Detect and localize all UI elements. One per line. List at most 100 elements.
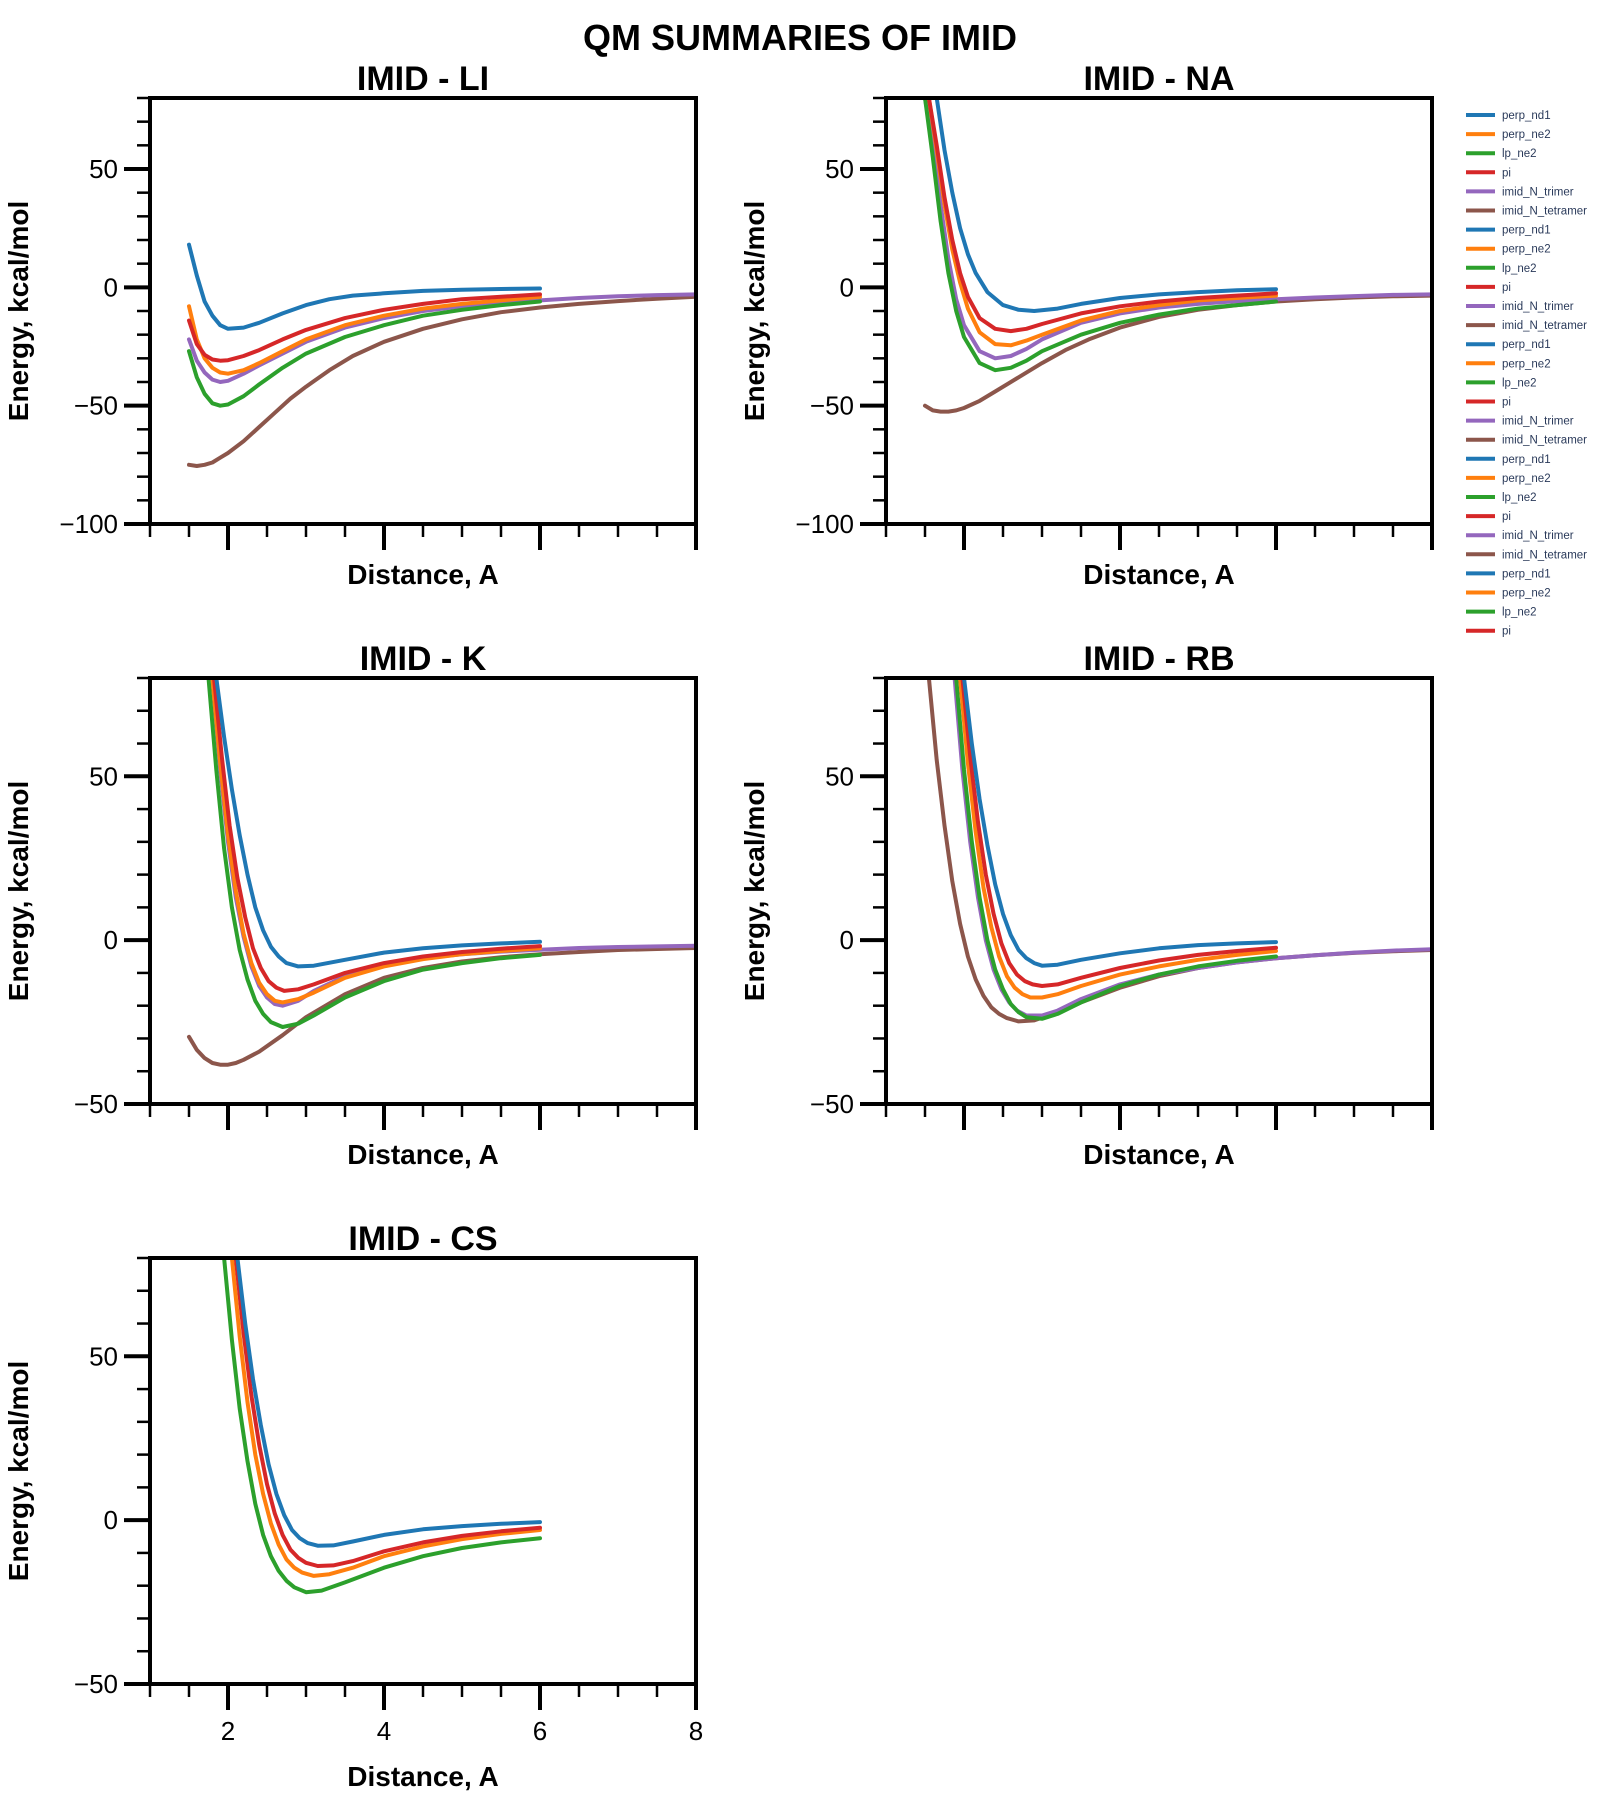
series-lines xyxy=(222,1258,542,1595)
y-axis-ticks: −50 0 50 xyxy=(74,1256,150,1699)
series-line-pi xyxy=(212,678,542,993)
legend-entry: lp_ne2 xyxy=(1466,377,1537,389)
legend-entry: perp_nd1 xyxy=(1466,568,1551,580)
series-line-pi xyxy=(960,678,1278,988)
series-line-perp_nd1 xyxy=(187,242,542,331)
legend-label: pi xyxy=(1502,282,1511,294)
legend-entry: pi xyxy=(1466,626,1511,638)
legend-entry: perp_ne2 xyxy=(1466,473,1551,485)
legend-label: perp_ne2 xyxy=(1502,473,1551,485)
legend-entry: imid_N_trimer xyxy=(1466,530,1574,542)
legend: perp_nd1perp_ne2lp_ne2piimid_N_trimerimi… xyxy=(1466,110,1587,638)
series-line-perp_nd1 xyxy=(214,678,542,969)
series-line-pi xyxy=(926,98,1278,334)
legend-entry: perp_nd1 xyxy=(1466,339,1551,351)
legend-label: imid_N_trimer xyxy=(1502,301,1574,313)
legend-entry: pi xyxy=(1466,282,1511,294)
legend-entry: perp_nd1 xyxy=(1466,454,1551,466)
legend-entry: pi xyxy=(1466,167,1511,179)
legend-label: lp_ne2 xyxy=(1502,263,1537,275)
y-tick-label: −50 xyxy=(74,1669,118,1699)
legend-label: perp_ne2 xyxy=(1502,358,1551,370)
x-axis-ticks xyxy=(884,524,1434,550)
y-tick-label: 50 xyxy=(825,154,854,184)
x-axis-ticks: 2 4 6 8 xyxy=(148,1684,703,1746)
y-axis-ticks: −50 0 50 xyxy=(74,676,150,1119)
y-axis-label: Energy, kcal/mol xyxy=(739,781,770,1001)
legend-entry: imid_N_tetramer xyxy=(1466,549,1587,561)
series-lines xyxy=(187,678,696,1067)
y-tick-label: 0 xyxy=(104,925,118,955)
axes-frame xyxy=(148,676,698,1106)
x-tick-label: 4 xyxy=(377,1716,391,1746)
legend-label: imid_N_trimer xyxy=(1502,530,1574,542)
x-tick-label: 6 xyxy=(533,1716,547,1746)
series-line-perp_ne2 xyxy=(958,678,1278,1000)
series-line-pi xyxy=(233,1258,542,1568)
series-line-perp_ne2 xyxy=(187,294,542,376)
series-line-perp_nd1 xyxy=(235,1258,542,1548)
x-axis-label: Distance, A xyxy=(347,1761,498,1792)
y-tick-label: 0 xyxy=(104,1505,118,1535)
legend-label: lp_ne2 xyxy=(1502,607,1537,619)
x-axis-label: Distance, A xyxy=(1083,559,1234,590)
legend-label: imid_N_trimer xyxy=(1502,416,1574,428)
y-axis-label: Energy, kcal/mol xyxy=(3,781,34,1001)
y-axis-label: Energy, kcal/mol xyxy=(739,201,770,421)
legend-entry: pi xyxy=(1466,397,1511,409)
legend-label: perp_nd1 xyxy=(1502,454,1551,466)
chart-panel: −50 0 50 IMID - RB Distance, A Energy, kcal/m… xyxy=(739,640,1434,1170)
series-line-lp_ne2 xyxy=(187,299,542,408)
series-line-imid_N_tetramer xyxy=(187,294,696,468)
legend-entry: perp_ne2 xyxy=(1466,129,1551,141)
figure-title: QM SUMMARIES OF IMID xyxy=(583,17,1017,58)
y-tick-label: 0 xyxy=(840,925,854,955)
x-axis-label: Distance, A xyxy=(347,1139,498,1170)
series-lines xyxy=(923,98,1432,414)
chart-panel: −50 0 50 IMID - K Distance, A Energy, kcal/mo… xyxy=(3,640,698,1170)
legend-label: imid_N_tetramer xyxy=(1502,435,1587,447)
legend-entry: imid_N_tetramer xyxy=(1466,206,1587,218)
legend-entry: imid_N_trimer xyxy=(1466,186,1574,198)
legend-entry: lp_ne2 xyxy=(1466,607,1537,619)
y-axis-ticks: −100 −50 0 50 xyxy=(59,96,150,539)
legend-entry: lp_ne2 xyxy=(1466,492,1537,504)
series-line-imid_N_trimer xyxy=(923,98,1432,361)
series-line-imid_N_tetramer xyxy=(187,946,696,1067)
series-line-lp_ne2 xyxy=(222,1258,542,1595)
y-tick-label: 50 xyxy=(89,761,118,791)
chart-panel: 2 4 6 8 −50 0 50 IMID - CS Distance, A Energy, kc… xyxy=(3,1220,703,1792)
legend-entry: perp_ne2 xyxy=(1466,244,1551,256)
legend-label: imid_N_tetramer xyxy=(1502,320,1587,332)
y-tick-label: 0 xyxy=(840,272,854,302)
y-tick-label: −50 xyxy=(74,391,118,421)
series-line-lp_ne2 xyxy=(206,678,542,1029)
legend-label: perp_nd1 xyxy=(1502,225,1551,237)
panel-title: IMID - CS xyxy=(348,1220,497,1258)
y-tick-label: 0 xyxy=(104,272,118,302)
x-axis-label: Distance, A xyxy=(347,559,498,590)
y-axis-label: Energy, kcal/mol xyxy=(3,201,34,421)
series-lines xyxy=(926,678,1432,1024)
legend-entry: perp_nd1 xyxy=(1466,110,1551,122)
panel-title: IMID - NA xyxy=(1083,60,1234,98)
legend-entry: imid_N_trimer xyxy=(1466,301,1574,313)
y-tick-label: 50 xyxy=(89,154,118,184)
legend-label: lp_ne2 xyxy=(1502,377,1537,389)
series-line-imid_N_trimer xyxy=(952,678,1432,1018)
legend-entry: lp_ne2 xyxy=(1466,263,1537,275)
series-line-pi xyxy=(187,292,542,363)
legend-entry: perp_ne2 xyxy=(1466,588,1551,600)
legend-label: pi xyxy=(1502,167,1511,179)
series-line-perp_nd1 xyxy=(962,678,1278,968)
legend-label: perp_ne2 xyxy=(1502,588,1551,600)
series-line-lp_ne2 xyxy=(923,98,1278,373)
legend-entry: perp_nd1 xyxy=(1466,225,1551,237)
chart-panel: −100 −50 0 50 IMID - NA Distance, A Energy, kc… xyxy=(739,60,1434,590)
series-line-perp_ne2 xyxy=(229,1258,542,1578)
x-axis-ticks xyxy=(884,1104,1434,1130)
legend-label: lp_ne2 xyxy=(1502,148,1537,160)
y-axis-ticks: −100 −50 0 50 xyxy=(795,96,886,539)
legend-entry: perp_ne2 xyxy=(1466,358,1551,370)
